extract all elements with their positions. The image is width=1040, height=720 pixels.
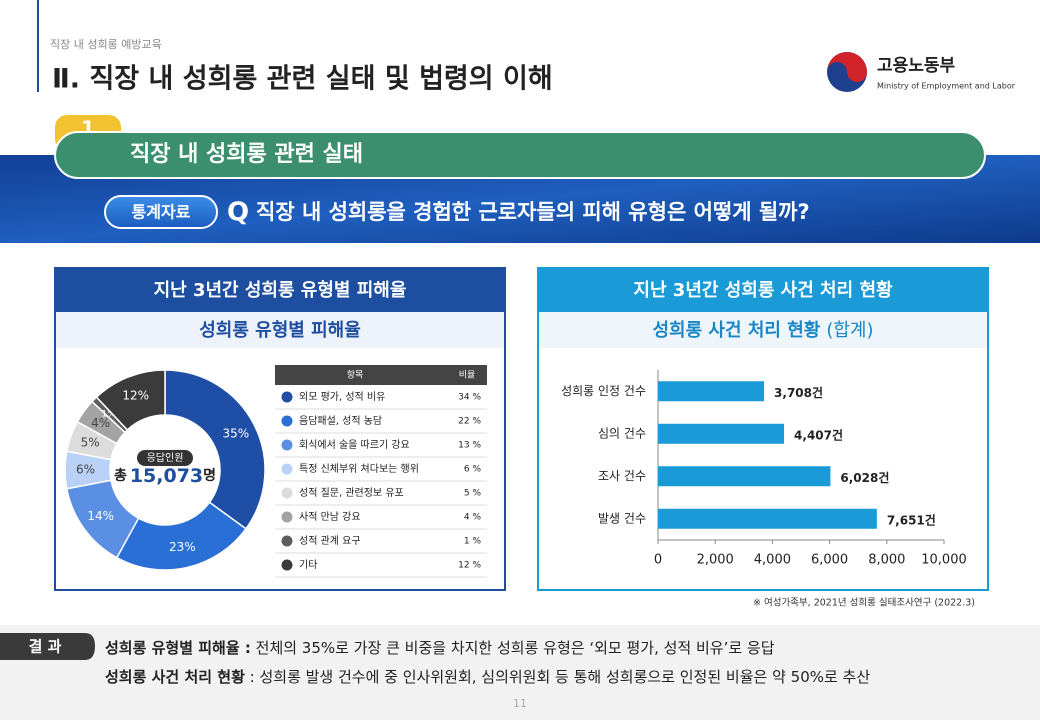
bar bbox=[658, 381, 765, 402]
legend-ratio: 1 % bbox=[464, 537, 482, 547]
legend-dot bbox=[281, 415, 293, 427]
bar-chart: 0 2,000 4,000 6,000 8,000 10,000 성희롱 인정 건수 3,70… bbox=[561, 370, 967, 568]
panel-header bbox=[55, 268, 505, 312]
x-tick-label: 2,000 bbox=[697, 553, 734, 568]
legend-label: 회식에서 술을 따르기 강요 bbox=[299, 439, 410, 451]
legend-label: 음담패설, 성적 농담 bbox=[299, 415, 382, 427]
legend-dot bbox=[281, 535, 293, 547]
bar bbox=[658, 423, 785, 444]
x-tick-label: 6,000 bbox=[811, 553, 848, 568]
x-tick-label: 4,000 bbox=[754, 553, 791, 568]
badge bbox=[104, 195, 218, 229]
slice-label: 5% bbox=[81, 436, 100, 450]
q-mark: Q bbox=[227, 198, 249, 228]
legend-ratio: 5 % bbox=[464, 489, 482, 499]
logo-name: 고용노동부 bbox=[877, 56, 956, 76]
legend-label: 특정 신체부위 쳐다보는 행위 bbox=[299, 462, 419, 475]
legend-header-text: 비율 bbox=[459, 370, 476, 381]
result-text: 전체의 35%로 가장 큰 비중을 차지한 성희롱 유형은 ‘외모 평가, 성적… bbox=[251, 639, 775, 657]
panel-title: 지난 3년간 성희롱 유형별 피해율 bbox=[154, 280, 407, 301]
chart-title-main: 성희롱 사건 처리 현황 bbox=[652, 320, 820, 341]
legend-ratio: 22 % bbox=[458, 417, 481, 427]
source-note: ※ 여성가족부, 2021년 성희롱 실태조사연구 (2022.3) bbox=[753, 597, 975, 609]
legend-dot bbox=[281, 511, 293, 523]
chart-title: 성희롱 유형별 피해율 bbox=[199, 320, 361, 341]
logo-subtitle: Ministry of Employment and Labor bbox=[877, 82, 1016, 91]
results-tab bbox=[0, 633, 95, 660]
page-title: Ⅱ. 직장 내 성희롱 관련 실태 및 법령의 이해 bbox=[52, 64, 553, 95]
panel-subheader bbox=[539, 312, 987, 348]
bar bbox=[658, 466, 831, 487]
center-suffix: 명 bbox=[203, 467, 216, 484]
question: 직장 내 성희롱을 경험한 근로자들의 피해 유형은 어떻게 될까? bbox=[256, 200, 810, 224]
x-tick-label: 0 bbox=[654, 553, 662, 568]
legend-ratio: 12 % bbox=[458, 561, 481, 571]
section-title: 직장 내 성희롱 관련 실태 bbox=[130, 142, 363, 167]
x-tick-label: 8,000 bbox=[868, 553, 905, 568]
results-area bbox=[0, 625, 1040, 720]
legend-dot bbox=[281, 391, 293, 403]
slice-label: 23% bbox=[169, 540, 196, 554]
section-bar bbox=[54, 131, 986, 179]
legend-label: 사적 만남 강요 bbox=[299, 511, 361, 523]
result-text: : 성희롱 발생 건수에 중 인사위원회, 심의위원회 등 통해 성희롱으로 인… bbox=[245, 668, 870, 686]
y-tick-label: 조사 건수 bbox=[598, 469, 646, 483]
legend-label: 성적 관계 요구 bbox=[299, 535, 361, 547]
center-total: 총 15,073명 bbox=[114, 465, 216, 487]
value-label: 4,407건 bbox=[794, 427, 843, 442]
y-tick-label: 심의 건수 bbox=[598, 426, 646, 440]
slice-label: 12% bbox=[122, 389, 149, 403]
slice-label: 1% bbox=[102, 409, 117, 419]
legend-ratio: 13 % bbox=[458, 441, 481, 451]
panel-title: 지난 3년간 성희롱 사건 처리 현황 bbox=[633, 280, 893, 301]
panel-header bbox=[538, 268, 988, 312]
slice-label: 4% bbox=[91, 416, 110, 430]
slice-label: 35% bbox=[222, 426, 249, 440]
legend-ratio: 4 % bbox=[464, 513, 482, 523]
value-label: 7,651건 bbox=[887, 512, 936, 527]
results-tab-text: 결 과 bbox=[29, 638, 62, 656]
legend-label: 외모 평가, 성적 비유 bbox=[299, 391, 385, 403]
donut-slice bbox=[164, 369, 266, 530]
center-prefix: 총 bbox=[114, 468, 127, 484]
result-line: 성희롱 유형별 피해율 : 전체의 35%로 가장 큰 비중을 차지한 성희롱 … bbox=[105, 639, 775, 657]
page-number: 11 bbox=[513, 697, 527, 710]
legend-label: 성적 질문, 관련정보 유포 bbox=[299, 487, 404, 499]
course-name: 직장 내 성희롱 예방교육 bbox=[50, 38, 162, 51]
legend-dot bbox=[281, 559, 293, 571]
legend-label: 기타 bbox=[299, 559, 317, 571]
x-tick-label: 10,000 bbox=[921, 553, 967, 568]
result-label: 성희롱 사건 처리 현황 bbox=[105, 668, 245, 686]
y-tick-label: 발생 건수 bbox=[598, 511, 646, 525]
legend-ratio: 34 % bbox=[458, 393, 481, 403]
bar bbox=[658, 508, 877, 529]
legend-ratio: 6 % bbox=[464, 465, 482, 475]
panel-subheader bbox=[56, 312, 504, 348]
value-label: 3,708건 bbox=[774, 385, 823, 400]
donut-slice bbox=[95, 369, 166, 431]
result-label: 성희롱 유형별 피해율 : bbox=[105, 639, 251, 657]
legend-dot bbox=[281, 487, 293, 499]
center-badge bbox=[137, 450, 193, 466]
legend-header bbox=[275, 365, 487, 385]
chart-title: 성희롱 사건 처리 현황 (합계) bbox=[652, 320, 873, 341]
center-badge-text: 응답인원 bbox=[147, 452, 184, 464]
result-line: 성희롱 사건 처리 현황 : 성희롱 발생 건수에 중 인사위원회, 심의위원회… bbox=[105, 668, 870, 686]
badge-text: 통계자료 bbox=[132, 203, 191, 222]
slice-label: 14% bbox=[87, 509, 114, 523]
legend-dot bbox=[281, 439, 293, 451]
slice-label: 6% bbox=[76, 463, 95, 477]
chart-title-note: (합계) bbox=[826, 320, 873, 341]
value-label: 6,028건 bbox=[840, 470, 889, 485]
legend-dot bbox=[281, 463, 293, 475]
logo: 고용노동부 Ministry of Employment and Labor bbox=[827, 52, 1016, 92]
donut-slice bbox=[115, 501, 247, 571]
center-total-value: 15,073 bbox=[130, 465, 203, 487]
legend-header-text: 항목 bbox=[347, 370, 364, 381]
y-tick-label: 성희롱 인정 건수 bbox=[561, 384, 646, 398]
